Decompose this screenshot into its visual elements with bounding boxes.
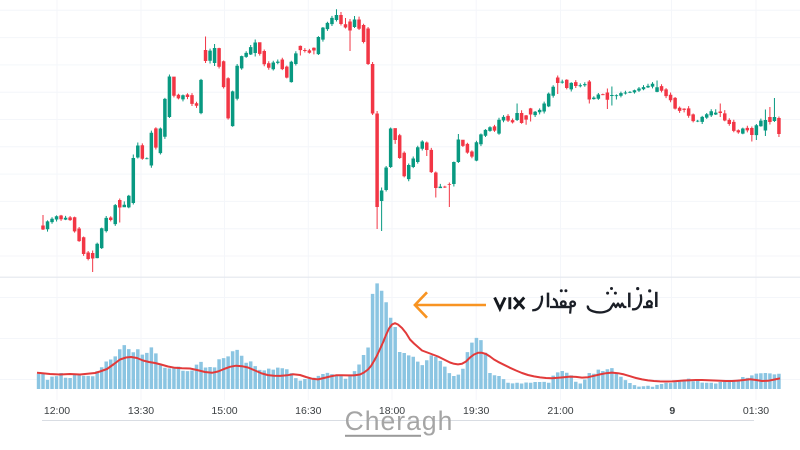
svg-text:12:00: 12:00 xyxy=(44,405,70,417)
svg-text:16:30: 16:30 xyxy=(295,405,321,417)
svg-text:15:00: 15:00 xyxy=(211,405,237,417)
svg-text:19:30: 19:30 xyxy=(463,405,489,417)
svg-text:18:00: 18:00 xyxy=(379,405,405,417)
svg-text:01:30: 01:30 xyxy=(743,405,769,417)
svg-text:21:00: 21:00 xyxy=(547,405,573,417)
svg-text:13:30: 13:30 xyxy=(128,405,154,417)
svg-text:9: 9 xyxy=(669,405,675,417)
svg-text:Cheragh: Cheragh xyxy=(345,406,454,436)
